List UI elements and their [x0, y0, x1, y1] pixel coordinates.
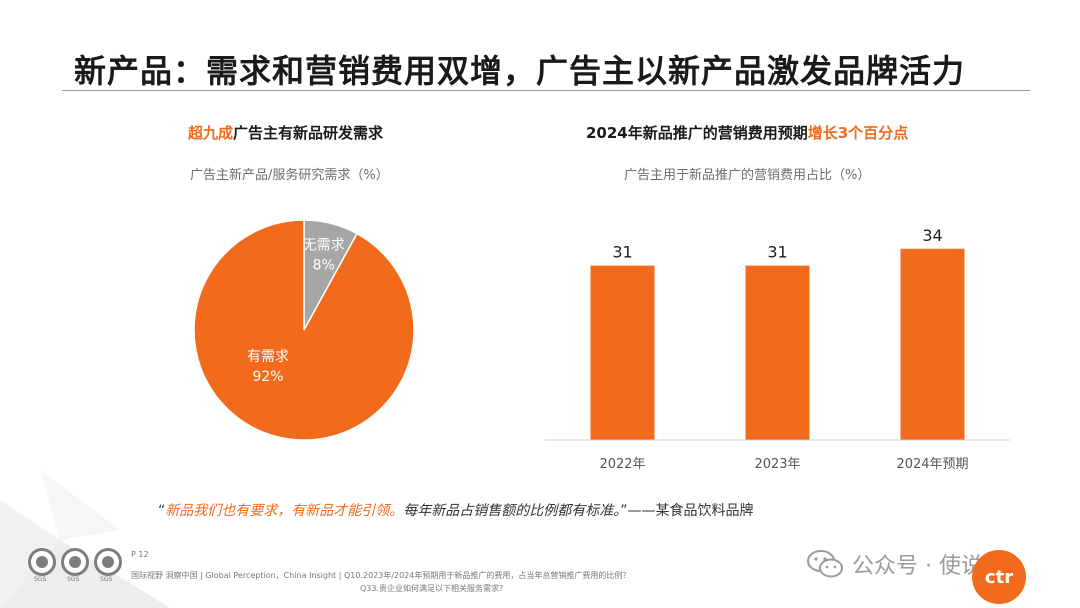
quote-source: ——某食品饮料品牌 — [627, 503, 754, 519]
right-caption: 广告主用于新品推广的营销费用占比（%） — [624, 168, 871, 183]
bar-1 — [745, 265, 810, 440]
page-number: P 12 — [131, 550, 149, 559]
left-heading-rest: 广告主有新品研发需求 — [233, 124, 384, 142]
pie-chart: 无需求 8% 有需求 92% — [193, 219, 415, 441]
right-heading-highlight: 增长3个百分点 — [807, 124, 909, 142]
pie-slice-1 — [193, 219, 415, 441]
left-heading: 超九成广告主有新品研发需求 — [188, 122, 383, 143]
right-heading: 2024年新品推广的营销费用预期增长3个百分点 — [586, 122, 908, 143]
right-heading-main: 2024年新品推广的营销费用预期 — [586, 124, 808, 142]
pie-slice-value: 92% — [252, 369, 283, 385]
left-heading-highlight: 超九成 — [188, 124, 234, 142]
bar-value-label: 31 — [612, 243, 632, 262]
wechat-watermark: 公众号 · 使说 — [806, 548, 983, 580]
customer-quote: “新品我们也有要求，有新品才能引领。每年新品占销售额的比例都有标准。”——某食品… — [158, 500, 754, 520]
sgs-label: SGS — [100, 576, 113, 583]
quote-highlight: 新品我们也有要求，有新品才能引领。 — [165, 503, 404, 519]
bar-value-label: 34 — [922, 226, 942, 245]
footer-source-line2: Q33.贵企业如何满足以下相关服务需求? — [360, 584, 504, 593]
pie-slice-label: 有需求 — [247, 349, 289, 365]
page-title: 新产品：需求和营销费用双增，广告主以新产品激发品牌活力 — [74, 52, 966, 90]
sgs-seal-icon — [28, 548, 56, 576]
quote-open-mark: “ — [158, 503, 166, 519]
wechat-icon — [807, 550, 843, 578]
pie-slice-value: 8% — [313, 257, 335, 273]
sgs-seal-icon — [61, 548, 89, 576]
corner-decoration — [0, 470, 170, 608]
wechat-account-name: 公众号 · 使说 — [852, 554, 983, 579]
quote-close-mark: ” — [620, 503, 628, 519]
x-tick-label: 2023年 — [754, 457, 800, 472]
bar-2 — [900, 248, 965, 440]
x-tick-label: 2022年 — [599, 457, 645, 472]
sgs-label: SGS — [34, 576, 47, 583]
bar-value-label: 31 — [767, 243, 787, 262]
footer-source-line1: 国际视野 洞察中国 | Global Perception，China Insi… — [131, 571, 631, 580]
certification-logos: SGS SGS SGS — [28, 548, 124, 583]
left-caption: 广告主新产品/服务研究需求（%） — [190, 168, 389, 183]
title-divider — [62, 90, 1030, 91]
x-tick-label: 2024年预期 — [896, 457, 968, 472]
pie-slice-label: 无需求 — [303, 237, 345, 253]
ctr-logo: ctr — [972, 550, 1026, 604]
quote-body: 每年新品占销售额的比例都有标准。 — [403, 503, 621, 519]
bar-chart: 31 2022年 31 2023年 34 2024年预期 — [545, 226, 1010, 472]
sgs-seal-icon — [94, 548, 122, 576]
sgs-label: SGS — [67, 576, 80, 583]
bar-0 — [590, 265, 655, 440]
